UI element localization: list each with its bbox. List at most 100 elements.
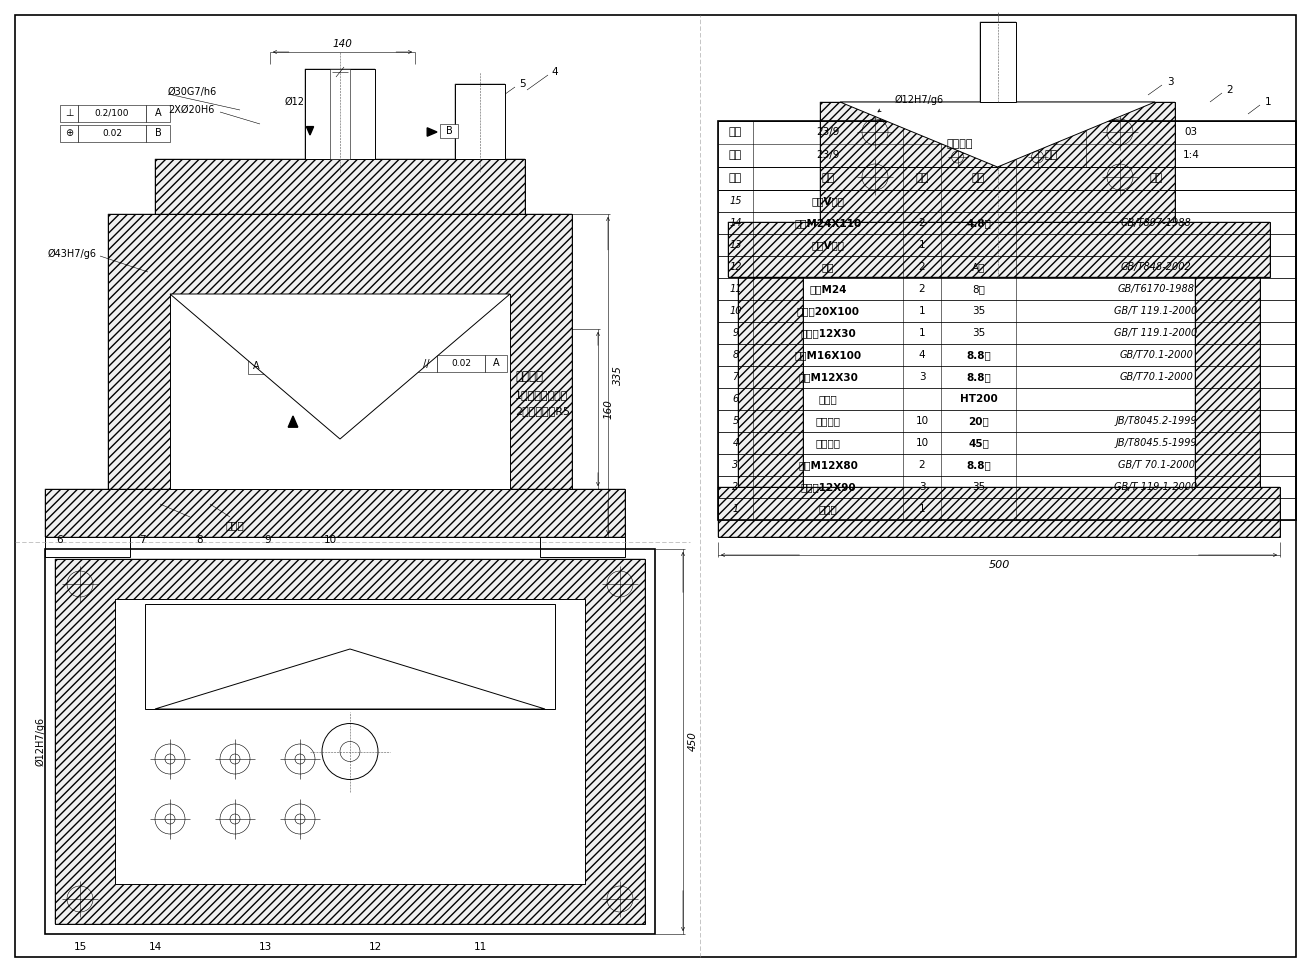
Text: GB/T897-1988: GB/T897-1988 — [1121, 218, 1192, 228]
Text: GB/T70.1-2000: GB/T70.1-2000 — [1120, 350, 1193, 360]
Bar — [416, 355, 437, 372]
Text: 4: 4 — [552, 67, 558, 77]
Bar — [718, 121, 1297, 520]
Text: GB/T 119.1-2000: GB/T 119.1-2000 — [1114, 482, 1198, 492]
Text: 8: 8 — [733, 350, 738, 360]
Bar — [155, 159, 524, 214]
Text: 8.8级: 8.8级 — [966, 350, 991, 360]
Bar — [170, 294, 510, 489]
Text: 2: 2 — [1227, 85, 1234, 95]
Text: 14: 14 — [148, 942, 161, 952]
Text: 螺钉M12X80: 螺钉M12X80 — [798, 460, 857, 470]
Text: 450: 450 — [688, 732, 697, 751]
Text: Ø12H7/g6: Ø12H7/g6 — [895, 95, 944, 105]
Text: 2XØ20H6: 2XØ20H6 — [168, 105, 215, 115]
Text: 1: 1 — [919, 240, 926, 250]
Bar — [108, 214, 572, 489]
Text: 4: 4 — [733, 438, 738, 448]
Text: Ø12H7/g6: Ø12H7/g6 — [35, 717, 45, 766]
Text: HT200: HT200 — [960, 394, 998, 404]
Bar — [1196, 277, 1260, 487]
Text: 审核: 审核 — [729, 127, 742, 137]
Text: 1:4: 1:4 — [1183, 151, 1200, 160]
Text: 14: 14 — [729, 218, 742, 228]
Text: 数量: 数量 — [915, 173, 928, 184]
Text: B: B — [155, 128, 161, 138]
Text: 技术要求: 技术要求 — [515, 370, 543, 384]
Text: Ø43H7/g6: Ø43H7/g6 — [49, 249, 97, 260]
Text: 11: 11 — [729, 284, 742, 294]
Text: 固定V型块: 固定V型块 — [812, 196, 844, 206]
Text: 2、未注图角R5: 2、未注图角R5 — [515, 406, 570, 416]
Text: 35: 35 — [971, 306, 985, 316]
Polygon shape — [840, 102, 1155, 167]
Text: 4: 4 — [919, 350, 926, 360]
Text: 8.8级: 8.8级 — [966, 372, 991, 382]
Bar — [728, 222, 1270, 277]
Text: 夹具体: 夹具体 — [818, 394, 838, 404]
Bar — [77, 125, 146, 142]
Text: Ø12: Ø12 — [284, 97, 305, 107]
Text: 160: 160 — [603, 399, 614, 419]
Text: 1: 1 — [919, 504, 926, 514]
Text: 5: 5 — [519, 79, 526, 89]
Text: 3: 3 — [919, 372, 926, 382]
Text: A级: A级 — [971, 262, 985, 272]
Text: GB/T 119.1-2000: GB/T 119.1-2000 — [1114, 306, 1198, 316]
Bar — [738, 277, 804, 487]
Text: 8.8级: 8.8级 — [966, 460, 991, 470]
Bar — [540, 537, 625, 557]
Text: ⊕: ⊕ — [66, 128, 73, 138]
Bar — [718, 487, 1280, 537]
Text: GB/T70.1-2000: GB/T70.1-2000 — [1120, 372, 1193, 382]
Text: GB/T 70.1-2000: GB/T 70.1-2000 — [1117, 460, 1194, 470]
Text: 垫片: 垫片 — [822, 262, 834, 272]
Text: JB/T8045.2-1999: JB/T8045.2-1999 — [1116, 416, 1197, 426]
Text: 找正面: 找正面 — [225, 520, 244, 530]
Bar — [455, 84, 505, 159]
Text: 1、夹具体为铸件: 1、夹具体为铸件 — [515, 390, 569, 400]
Text: 13: 13 — [258, 942, 271, 952]
Text: 2: 2 — [919, 284, 926, 294]
Text: GB/T 119.1-2000: GB/T 119.1-2000 — [1114, 328, 1198, 338]
Bar — [455, 84, 505, 159]
Bar — [819, 102, 1175, 222]
Text: A: A — [493, 359, 499, 368]
Bar — [45, 489, 625, 537]
Text: 专用夹具: 专用夹具 — [947, 139, 973, 149]
Text: 8级: 8级 — [971, 284, 985, 294]
Text: 0.2/100: 0.2/100 — [94, 109, 130, 118]
Bar — [248, 358, 264, 374]
Text: B: B — [446, 126, 452, 136]
Text: 335: 335 — [614, 365, 623, 386]
Text: 3: 3 — [1167, 77, 1173, 87]
Text: 20钢: 20钢 — [968, 416, 988, 426]
Text: 35: 35 — [971, 482, 985, 492]
Text: 140: 140 — [333, 39, 353, 49]
Text: 4.8级: 4.8级 — [966, 218, 991, 228]
Text: 12: 12 — [368, 942, 382, 952]
Bar — [155, 159, 524, 214]
Text: 10: 10 — [915, 438, 928, 448]
Text: 9: 9 — [733, 328, 738, 338]
Text: 500: 500 — [988, 560, 1009, 570]
Text: 23/9: 23/9 — [817, 151, 839, 160]
Text: ⊥: ⊥ — [64, 109, 73, 119]
Text: 名称: 名称 — [822, 173, 835, 184]
Bar — [485, 355, 507, 372]
Text: 备注: 备注 — [1150, 173, 1163, 184]
Text: 圆柱销12X30: 圆柱销12X30 — [800, 328, 856, 338]
Text: A: A — [155, 109, 161, 119]
Bar — [55, 559, 645, 924]
Bar — [979, 22, 1016, 102]
Text: 序号: 序号 — [729, 173, 742, 184]
Bar — [146, 604, 555, 709]
Bar — [115, 599, 585, 884]
Text: 8: 8 — [197, 535, 203, 545]
Text: 03: 03 — [1184, 127, 1197, 137]
Polygon shape — [427, 127, 437, 136]
Text: 活动V型块: 活动V型块 — [812, 240, 844, 250]
Text: 材料: 材料 — [971, 173, 985, 184]
Bar — [437, 355, 485, 372]
Polygon shape — [155, 649, 545, 709]
